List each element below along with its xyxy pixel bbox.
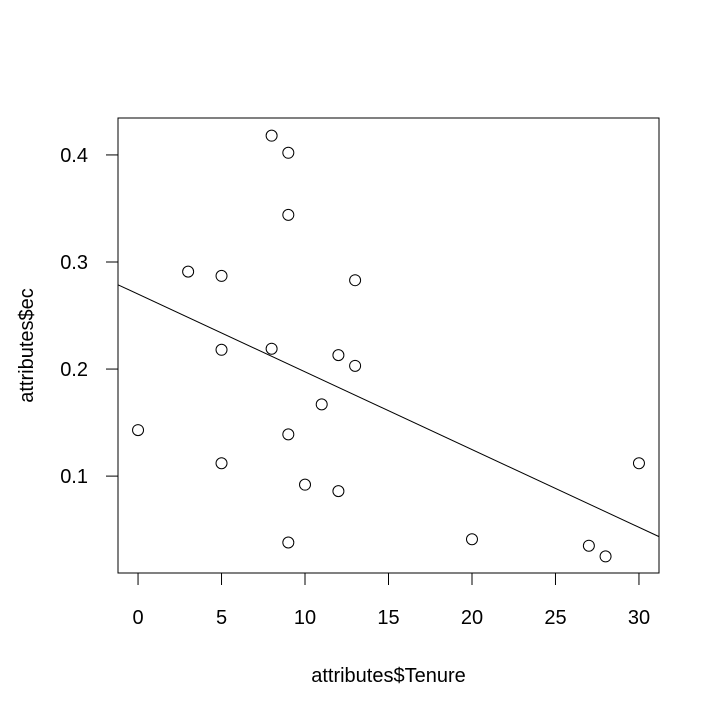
x-axis-label: attributes$Tenure: [311, 665, 466, 687]
data-point: [282, 536, 295, 549]
data-point: [215, 269, 228, 282]
data-point: [632, 457, 645, 470]
data-point: [315, 398, 328, 411]
y-tick-label: 0.1: [60, 466, 88, 488]
data-point: [282, 208, 295, 221]
x-tick-label: 0: [132, 607, 143, 629]
data-point: [349, 359, 362, 372]
data-point: [215, 343, 228, 356]
x-tick-label: 30: [628, 607, 650, 629]
data-point: [332, 485, 345, 498]
x-axis: 0 5 10 15 20 25 30: [132, 572, 650, 629]
data-point: [465, 533, 478, 546]
x-tick-label: 10: [294, 607, 316, 629]
data-point: [182, 265, 195, 278]
data-point: [265, 342, 278, 355]
y-tick-label: 0.2: [60, 359, 88, 381]
x-tick-label: 25: [544, 607, 566, 629]
data-point: [582, 539, 595, 552]
data-point: [349, 274, 362, 287]
x-tick-label: 20: [461, 607, 483, 629]
y-tick-label: 0.4: [60, 145, 88, 167]
data-point: [282, 146, 295, 159]
x-tick-label: 15: [377, 607, 399, 629]
y-axis-label: attributes$ec: [16, 288, 38, 403]
data-points: [132, 129, 645, 563]
y-tick-label: 0.3: [60, 252, 88, 274]
data-point: [299, 478, 312, 491]
x-tick-label: 5: [216, 607, 227, 629]
plot-frame: [117, 117, 660, 574]
data-point: [282, 428, 295, 441]
regression-line: [117, 284, 660, 538]
data-point: [332, 349, 345, 362]
data-point: [265, 129, 278, 142]
y-axis: 0.1 0.2 0.3 0.4: [60, 145, 119, 488]
data-point: [215, 457, 228, 470]
data-point: [132, 424, 145, 437]
data-point: [599, 550, 612, 563]
